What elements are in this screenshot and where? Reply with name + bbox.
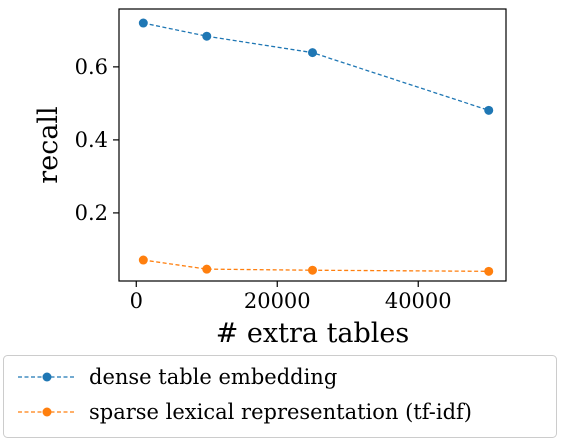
plot-series [138,18,494,276]
legend-marker-1 [42,372,52,382]
series-2-point [308,265,317,275]
x-tick-label: 20000 [244,289,311,313]
y-axis-label: recall [33,106,64,183]
x-axis-ticks: 0 20000 40000 [130,281,452,313]
series-1-point [138,18,148,28]
y-axis-ticks: 0.2 0.4 0.6 [75,55,119,225]
y-tick-label: 0.2 [75,201,108,225]
y-tick-label: 0.6 [75,55,108,79]
series-2-point [202,264,212,274]
x-tick-label: 40000 [385,289,452,313]
series-1-point [308,48,317,58]
x-tick-label: 0 [130,289,143,313]
series-1-point [202,31,212,41]
y-tick-label: 0.4 [75,128,108,152]
legend-box [3,355,557,438]
legend: dense table embedding sparse lexical repr… [3,355,557,438]
legend-marker-2 [42,407,52,417]
legend-label-2: sparse lexical representation (tf-idf) [89,400,472,424]
legend-label-1: dense table embedding [89,365,337,389]
series-1-point [484,105,494,115]
x-axis-label: # extra tables [216,318,410,349]
series-2-point [484,266,494,276]
series-2-point [138,255,148,265]
plot-frame [118,8,507,282]
series-line-1 [143,22,489,111]
